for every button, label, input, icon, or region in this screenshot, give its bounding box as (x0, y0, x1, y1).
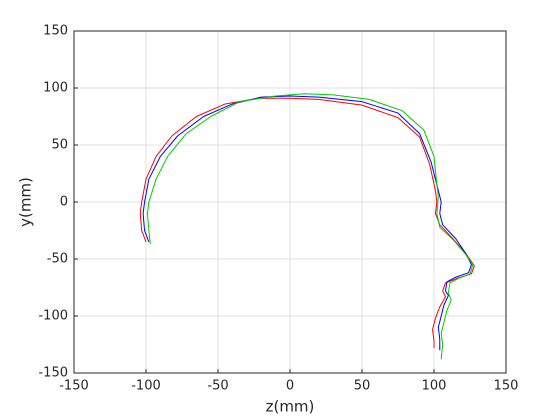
y-tick-label: 150 (43, 24, 68, 39)
y-tick-label: -50 (47, 252, 68, 267)
x-tick-label: -150 (59, 379, 89, 394)
x-tick-label: 150 (494, 379, 519, 394)
x-tick-label: 100 (422, 379, 447, 394)
axes-box (73, 30, 507, 374)
x-tick-label: 0 (286, 379, 294, 394)
y-tick-label: -150 (38, 366, 68, 381)
y-tick-label: -100 (38, 309, 68, 324)
y-axis-label: y(mm) (17, 177, 35, 227)
line-series (139, 97, 475, 348)
y-tick-label: 100 (43, 81, 68, 96)
x-tick-label: -50 (207, 379, 228, 394)
y-tick-label: 0 (60, 195, 68, 210)
line-series (146, 93, 474, 360)
y-tick-label: 50 (51, 138, 68, 153)
x-tick-label: 50 (354, 379, 371, 394)
line-series (142, 95, 472, 351)
x-tick-label: -100 (131, 379, 161, 394)
x-axis-label: z(mm) (266, 398, 315, 416)
